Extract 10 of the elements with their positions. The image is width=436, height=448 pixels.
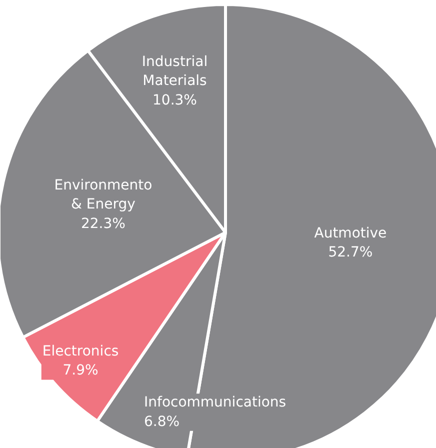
slice-label: Industrial Materials	[142, 54, 208, 90]
slice-label: Environmento & Energy	[54, 178, 152, 213]
data-label: 22.3%	[80, 216, 126, 232]
data-label: 10.3%	[152, 92, 197, 108]
slice-label: Infocommunications	[144, 394, 286, 411]
data-label: 7.9%	[62, 362, 98, 379]
data-label: 6.8%	[144, 414, 180, 430]
slice-label: Electronics	[42, 344, 119, 360]
data-label: 52.7%	[328, 244, 373, 261]
slice-label: Autmotive	[314, 226, 387, 242]
